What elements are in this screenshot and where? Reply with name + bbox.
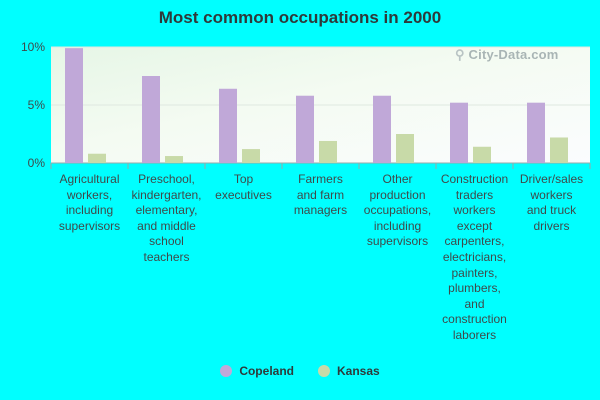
x-category-label: Top executives bbox=[205, 172, 283, 203]
legend-item-kansas: Kansas bbox=[317, 364, 380, 378]
y-tick-label: 5% bbox=[28, 98, 46, 112]
bar-kansas bbox=[165, 156, 183, 163]
x-category-label-line: elementary, bbox=[135, 203, 198, 218]
x-category-label-line: including bbox=[65, 203, 114, 218]
chart-title: Most common occupations in 2000 bbox=[158, 8, 442, 27]
x-category-label: Preschool, kindergarten, elementary, and mi… bbox=[128, 172, 206, 266]
x-category-label-line: supervisors bbox=[58, 218, 121, 233]
legend: Copeland Kansas bbox=[0, 364, 600, 378]
bar-kansas bbox=[319, 140, 337, 163]
watermark: ⚲ City-Data.com bbox=[455, 47, 559, 63]
bar-copeland bbox=[296, 95, 314, 163]
bar-kansas bbox=[242, 149, 260, 163]
x-category-label: Agricultural workers, including supervisors bbox=[51, 172, 129, 234]
x-category-label: Driver/sales workers and truck drivers bbox=[513, 172, 591, 234]
x-category-label-line: executives bbox=[215, 187, 272, 202]
x-category-label-line: electricians, bbox=[442, 249, 507, 264]
x-category-label-line: painters, bbox=[451, 265, 498, 280]
x-category-label-line: occupations, bbox=[363, 203, 432, 218]
bar-kansas bbox=[396, 134, 414, 163]
bar-copeland bbox=[527, 102, 545, 163]
x-category-label: Other production occupations, including supe… bbox=[359, 172, 437, 250]
x-category-label-line: and middle bbox=[137, 218, 196, 233]
bar-copeland bbox=[450, 102, 468, 163]
x-category-label-line: traders bbox=[455, 187, 494, 202]
x-category-label-line: workers bbox=[530, 187, 573, 202]
x-category-label-line: carpenters, bbox=[444, 234, 505, 249]
search-icon: ⚲ bbox=[455, 47, 465, 62]
y-tick-label: 10% bbox=[21, 40, 45, 54]
x-category-label-line: supervisors bbox=[366, 234, 429, 249]
x-category-label-line: Farmers bbox=[298, 172, 343, 186]
x-category-label-line: construction bbox=[442, 312, 507, 327]
bar-kansas bbox=[550, 137, 568, 163]
legend-label-copeland: Copeland bbox=[239, 364, 294, 378]
legend-swatch-copeland bbox=[220, 365, 233, 377]
y-tick-label: 0% bbox=[28, 156, 46, 170]
x-category-label-line: Agricultural bbox=[59, 172, 120, 186]
x-category-label-line: production bbox=[369, 187, 426, 202]
bar-copeland bbox=[373, 95, 391, 163]
bar-kansas bbox=[88, 153, 106, 163]
bar-copeland bbox=[142, 76, 160, 163]
bar-copeland bbox=[219, 88, 237, 163]
x-category-label-line: Driver/sales bbox=[519, 172, 584, 186]
legend-swatch-kansas bbox=[317, 365, 330, 377]
x-category-label-line: Preschool, bbox=[138, 172, 195, 186]
x-category-label-line: workers, bbox=[66, 187, 113, 202]
x-category-label-line: drivers bbox=[533, 218, 570, 233]
x-category-label-line: and truck bbox=[526, 203, 577, 218]
watermark-text: City-Data.com bbox=[468, 47, 559, 62]
legend-item-copeland: Copeland bbox=[220, 364, 294, 378]
x-category-label-line: including bbox=[373, 218, 422, 233]
x-category-label-line: managers bbox=[293, 203, 348, 218]
x-category-label-line: and farm bbox=[296, 187, 345, 202]
x-category-label-line: and bbox=[464, 296, 485, 311]
x-category-label: Construction traders workers except carpente… bbox=[436, 172, 514, 344]
x-category-label-line: school bbox=[149, 234, 184, 249]
legend-label-kansas: Kansas bbox=[336, 364, 380, 378]
x-category-label-line: Construction bbox=[440, 172, 509, 186]
x-category-label-line: Top bbox=[233, 172, 254, 186]
x-category-label: Farmers and farm managers bbox=[282, 172, 360, 219]
x-category-label-line: Other bbox=[382, 172, 413, 186]
x-category-label-line: except bbox=[456, 218, 493, 233]
bar-kansas bbox=[473, 146, 491, 163]
x-category-label-line: kindergarten, bbox=[131, 187, 202, 202]
x-category-label-line: teachers bbox=[143, 249, 190, 264]
x-category-label-line: plumbers, bbox=[448, 281, 501, 296]
x-category-label-line: workers bbox=[453, 203, 496, 218]
x-category-label-line: laborers bbox=[452, 327, 497, 342]
bar-copeland bbox=[65, 48, 83, 163]
